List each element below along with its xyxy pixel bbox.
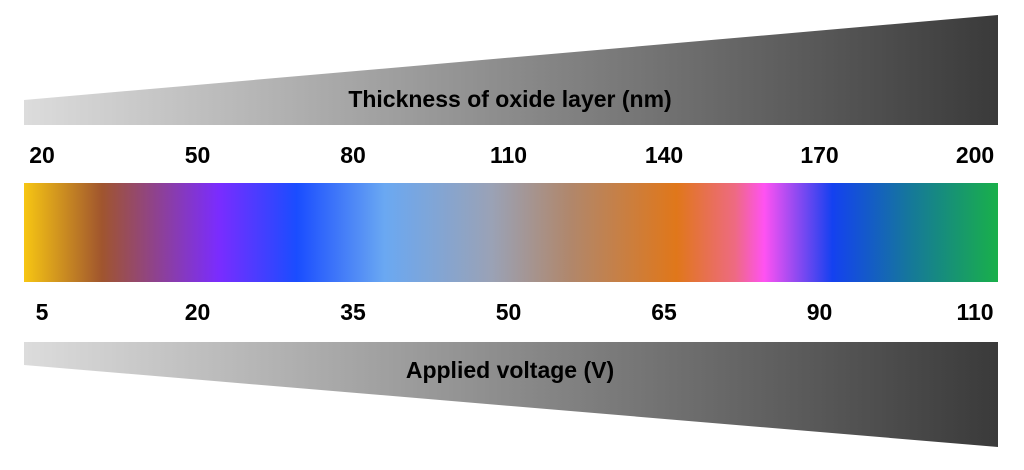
thickness-tick-label: 50 — [185, 142, 211, 168]
voltage-tick-label: 35 — [340, 299, 366, 325]
thickness-wedge — [24, 15, 998, 125]
thickness-tick-label: 200 — [956, 142, 994, 168]
voltage-tick-label: 20 — [185, 299, 211, 325]
voltage-wedge — [24, 342, 998, 447]
thickness-tick-label: 110 — [490, 142, 527, 168]
voltage-tick-label: 5 — [36, 299, 49, 325]
thickness-tick-label: 170 — [800, 142, 838, 168]
voltage-tick-label: 90 — [807, 299, 833, 325]
bottom-title: Applied voltage (V) — [406, 357, 614, 383]
top-title: Thickness of oxide layer (nm) — [348, 86, 671, 112]
voltage-tick-label: 50 — [496, 299, 522, 325]
voltage-tick-label: 110 — [956, 299, 993, 325]
thickness-tick-label: 80 — [340, 142, 366, 168]
voltage-tick-label: 65 — [651, 299, 677, 325]
tick-labels: 20 50 80 110 140 170 200 5 20 35 50 65 90 110 — [29, 142, 994, 325]
thickness-tick-label: 140 — [645, 142, 683, 168]
thickness-tick-label: 20 — [29, 142, 55, 168]
color-bar — [24, 183, 998, 282]
